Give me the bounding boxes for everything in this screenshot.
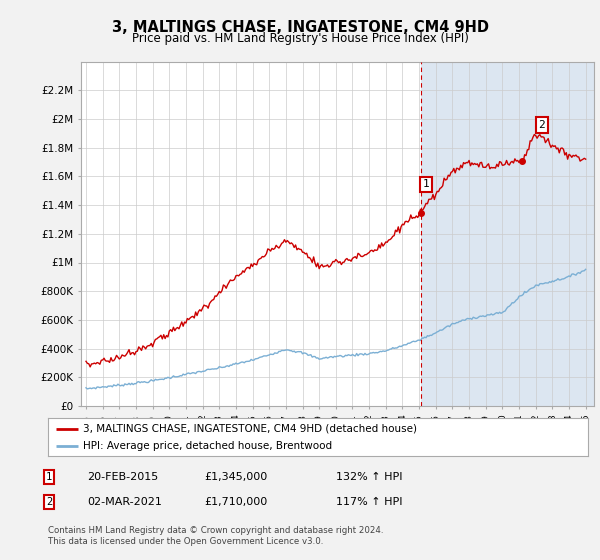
- Text: 02-MAR-2021: 02-MAR-2021: [87, 497, 162, 507]
- Text: 3, MALTINGS CHASE, INGATESTONE, CM4 9HD: 3, MALTINGS CHASE, INGATESTONE, CM4 9HD: [112, 20, 488, 35]
- Text: 1: 1: [423, 179, 430, 189]
- Text: £1,345,000: £1,345,000: [204, 472, 267, 482]
- Text: 1: 1: [46, 472, 52, 482]
- Text: 117% ↑ HPI: 117% ↑ HPI: [336, 497, 403, 507]
- Text: 2: 2: [538, 120, 545, 130]
- Text: HPI: Average price, detached house, Brentwood: HPI: Average price, detached house, Bren…: [83, 441, 332, 451]
- Text: Contains HM Land Registry data © Crown copyright and database right 2024.
This d: Contains HM Land Registry data © Crown c…: [48, 526, 383, 546]
- Text: 20-FEB-2015: 20-FEB-2015: [87, 472, 158, 482]
- Text: £1,710,000: £1,710,000: [204, 497, 267, 507]
- Text: 132% ↑ HPI: 132% ↑ HPI: [336, 472, 403, 482]
- Bar: [421, 62, 596, 406]
- Text: Price paid vs. HM Land Registry's House Price Index (HPI): Price paid vs. HM Land Registry's House …: [131, 32, 469, 45]
- Text: 3, MALTINGS CHASE, INGATESTONE, CM4 9HD (detached house): 3, MALTINGS CHASE, INGATESTONE, CM4 9HD …: [83, 423, 417, 433]
- Text: 2: 2: [46, 497, 52, 507]
